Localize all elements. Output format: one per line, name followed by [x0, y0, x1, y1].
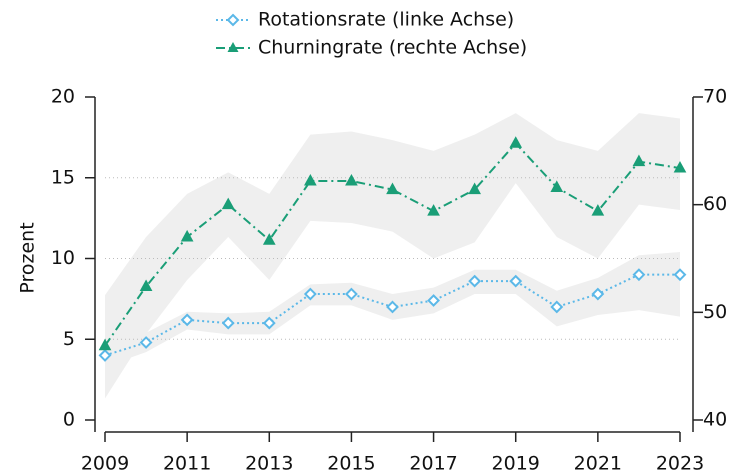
- marker: [180, 313, 194, 327]
- marker: [345, 287, 358, 301]
- marker: [427, 294, 440, 307]
- marker: [591, 204, 605, 216]
- legend-label: Rotationsrate (linke Achse): [258, 9, 514, 31]
- x-tick-label: 2019: [492, 453, 540, 475]
- y2-tick-label: 40: [703, 409, 727, 431]
- bands: [105, 113, 680, 399]
- marker: [139, 336, 153, 349]
- marker: [509, 136, 523, 148]
- y2-tick-label: 50: [703, 301, 727, 323]
- marker: [262, 316, 276, 330]
- x-tick-label: 2011: [163, 453, 211, 475]
- marker: [468, 274, 482, 288]
- y-tick-label: 5: [63, 328, 75, 350]
- marker: [386, 300, 399, 314]
- marker: [221, 197, 235, 210]
- marker: [673, 161, 687, 173]
- marker: [427, 204, 440, 216]
- y-tick-label: 15: [51, 166, 75, 188]
- marker: [632, 154, 646, 167]
- legend-marker: [226, 13, 240, 27]
- legend-symbol: [227, 42, 239, 52]
- x-tick-label: 2013: [245, 453, 293, 475]
- marker: [591, 287, 605, 301]
- marker: [262, 233, 276, 245]
- x-tick-label: 2023: [656, 453, 704, 475]
- legend-label: Churningrate (rechte Achse): [258, 37, 527, 59]
- series-line: [104, 141, 681, 347]
- y-axis-label: Prozent: [17, 222, 39, 293]
- legend-symbol: [226, 13, 240, 27]
- marker: [303, 287, 317, 301]
- marker: [550, 180, 564, 192]
- confidence-band: [105, 113, 680, 399]
- marker: [468, 182, 481, 195]
- y-tick-label: 10: [51, 247, 75, 269]
- y-tick-label: 0: [63, 409, 75, 431]
- marker: [632, 268, 646, 282]
- marker: [550, 300, 564, 314]
- x-tick-label: 2009: [81, 453, 129, 475]
- marker: [509, 274, 523, 288]
- marker: [180, 229, 194, 242]
- marker: [139, 279, 153, 291]
- marker: [345, 173, 358, 186]
- x-tick-label: 2017: [409, 453, 457, 475]
- marker: [98, 338, 112, 351]
- x-tick-label: 2015: [327, 453, 375, 475]
- x-tick-label: 2021: [574, 453, 622, 475]
- marker: [673, 268, 687, 282]
- marker: [221, 316, 235, 330]
- y2-tick-label: 70: [703, 86, 727, 108]
- y-tick-label: 20: [51, 86, 75, 108]
- marker: [386, 182, 399, 195]
- marker: [98, 348, 112, 362]
- y2-tick-label: 60: [703, 193, 727, 215]
- legend-marker: [227, 42, 239, 52]
- marker: [304, 173, 317, 186]
